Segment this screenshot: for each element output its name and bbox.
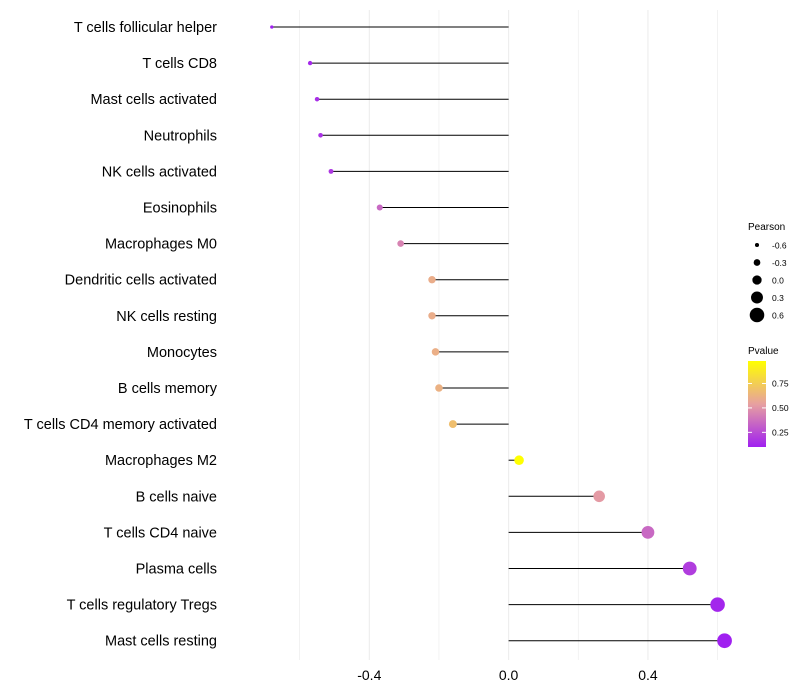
- x-tick-label: 0.0: [499, 667, 519, 683]
- y-axis-label: NK cells resting: [116, 309, 217, 325]
- lollipop-point: [397, 240, 404, 247]
- size-legend-key: [751, 291, 763, 304]
- lollipop-point: [448, 420, 457, 429]
- y-axis-label: T cells CD4 naive: [104, 525, 217, 541]
- color-legend-label: 0.75: [772, 378, 789, 388]
- lollipop-point: [514, 455, 524, 465]
- y-axis-label: Eosinophils: [143, 201, 217, 217]
- color-legend-title: Pvalue: [748, 346, 779, 357]
- x-tick-label: 0.4: [638, 667, 658, 683]
- pvalue-colorbar: [748, 361, 766, 447]
- lollipop-point: [593, 490, 605, 503]
- lollipop-point: [428, 276, 436, 284]
- pvalue-color-legend: Pvalue 0.75 0.50 0.25: [748, 346, 789, 447]
- size-legend-key: [752, 275, 762, 285]
- lollipop-point: [717, 633, 732, 649]
- lollipop-point: [318, 133, 323, 138]
- x-tick-label: -0.4: [357, 667, 381, 683]
- lollipop-point: [376, 204, 383, 211]
- size-legend-key: [749, 307, 765, 323]
- size-legend-label: 0.6: [772, 311, 784, 321]
- size-legend-label: -0.6: [772, 241, 787, 251]
- color-legend-label: 0.25: [772, 427, 789, 437]
- size-legend-label: 0.0: [772, 276, 784, 286]
- lollipop-point: [328, 168, 334, 174]
- y-axis-labels: T cells follicular helper T cells CD8 Mast…: [24, 20, 218, 650]
- pearson-size-legend: Pearson -0.6 -0.3 0.0 0.3 0.6: [748, 222, 787, 323]
- grid-lines: [299, 10, 718, 660]
- y-axis-label: T cells follicular helper: [74, 20, 217, 36]
- size-legend-label: -0.3: [772, 258, 787, 268]
- y-axis-label: Macrophages M2: [105, 453, 217, 469]
- x-axis-tick-labels: -0.4 0.0 0.4: [357, 667, 658, 683]
- y-axis-label: T cells CD8: [142, 56, 217, 72]
- lollipop-point: [428, 312, 436, 320]
- lollipop-point: [431, 348, 440, 356]
- lollipop-point: [435, 384, 443, 392]
- lollipop-point: [682, 561, 697, 576]
- y-axis-label: Monocytes: [147, 345, 217, 361]
- size-legend-title: Pearson: [748, 222, 785, 233]
- lollipop-point: [314, 96, 320, 102]
- y-axis-label: NK cells activated: [102, 164, 217, 180]
- color-legend-label: 0.50: [772, 403, 789, 413]
- lollipop-point: [270, 25, 274, 29]
- y-axis-label: Plasma cells: [136, 562, 217, 578]
- y-axis-label: Mast cells resting: [105, 634, 217, 650]
- y-axis-label: T cells regulatory Tregs: [67, 598, 217, 614]
- size-legend-label: 0.3: [772, 293, 784, 303]
- lollipop-point: [307, 60, 313, 66]
- y-axis-label: Neutrophils: [144, 128, 217, 144]
- y-axis-label: T cells CD4 memory activated: [24, 417, 217, 433]
- lollipop-point: [710, 597, 725, 612]
- y-axis-label: B cells memory: [118, 381, 218, 397]
- lollipop-segments: [271, 26, 725, 642]
- size-legend-key: [754, 242, 760, 248]
- size-legend-key: [753, 259, 761, 266]
- y-axis-label: Macrophages M0: [105, 237, 217, 253]
- y-axis-label: Dendritic cells activated: [65, 273, 217, 289]
- y-axis-label: B cells naive: [136, 489, 217, 505]
- lollipop-point: [641, 525, 655, 539]
- y-axis-label: Mast cells activated: [90, 92, 217, 108]
- lollipop-points: [270, 25, 732, 649]
